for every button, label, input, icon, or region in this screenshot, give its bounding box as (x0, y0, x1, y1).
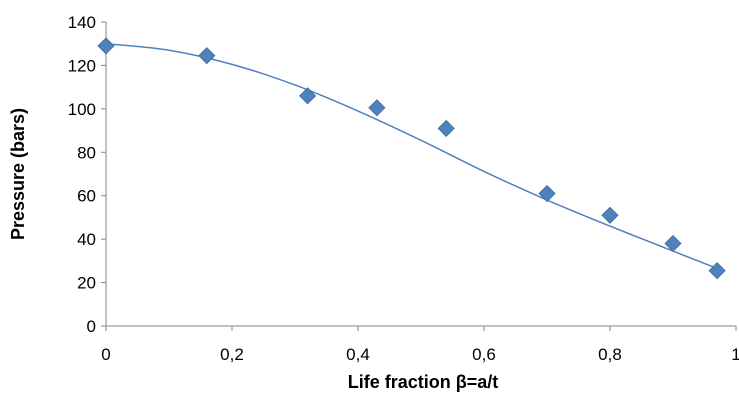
x-tick-label: 0,4 (346, 345, 370, 364)
y-tick-label: 0 (87, 317, 96, 336)
data-point (538, 184, 556, 203)
data-point (601, 206, 619, 224)
x-tick-label: 1 (731, 345, 739, 364)
data-point (97, 37, 115, 55)
y-tick-label: 80 (77, 143, 96, 162)
data-point (368, 99, 386, 117)
x-axis-ticks: 0 0,2 0,4 0,6 0,8 1 (101, 326, 739, 364)
x-tick-label: 0,6 (472, 345, 496, 364)
data-point (708, 262, 726, 280)
data-point (299, 87, 317, 105)
y-tick-label: 140 (68, 13, 96, 32)
trendline (105, 42, 718, 270)
y-tick-label: 120 (68, 56, 96, 75)
y-axis-ticks: 0 20 40 60 80 100 120 140 (68, 13, 106, 336)
y-tick-label: 60 (77, 187, 96, 206)
x-tick-label: 0,2 (220, 345, 244, 364)
y-tick-label: 40 (77, 230, 96, 249)
y-tick-label: 20 (77, 274, 96, 293)
axes (105, 22, 736, 327)
data-point (437, 119, 455, 137)
data-point (198, 47, 216, 65)
y-tick-label: 100 (68, 100, 96, 119)
x-tick-label: 0,8 (598, 345, 622, 364)
x-tick-label: 0 (101, 345, 110, 364)
x-axis-title: Life fraction β=a/t (348, 372, 499, 392)
data-point (664, 234, 682, 253)
data-points (97, 37, 726, 280)
y-axis-title: Pressure (bars) (8, 108, 28, 240)
